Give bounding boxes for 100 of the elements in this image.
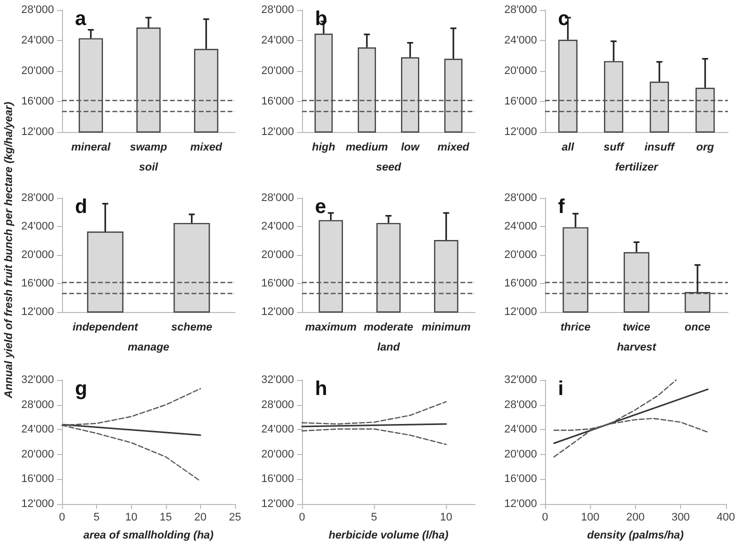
y-tick-label: 24'000	[261, 220, 294, 232]
x-tick-label: mineral	[71, 142, 112, 154]
y-tick-label: 16'000	[504, 278, 537, 290]
x-tick-label: org	[696, 142, 714, 154]
y-tick-label: 28'000	[261, 4, 294, 16]
x-tick-label: all	[562, 142, 575, 154]
line-series	[301, 428, 447, 446]
y-axis-title: Annual yield of fresh fruit bunch per hectare (kg/ha/year)	[3, 102, 15, 398]
chart-title: b	[315, 8, 328, 30]
y-tick-label: 20'000	[504, 249, 537, 261]
y-tick-label: 20'000	[261, 249, 294, 261]
y-tick-label: 12'000	[261, 306, 294, 318]
x-axis-title: herbicide volume (l/ha)	[328, 530, 449, 542]
y-tick-label: 24'000	[21, 220, 54, 232]
x-tick-label: thrice	[560, 322, 590, 334]
x-tick-label: minimum	[422, 322, 471, 334]
y-tick-label: 32'000	[21, 374, 54, 386]
x-tick-label: twice	[622, 322, 650, 334]
line-series	[301, 401, 447, 425]
y-tick-label: 12'000	[261, 498, 294, 510]
y-tick-label: 16'000	[21, 473, 54, 486]
x-tick-label: moderate	[364, 322, 414, 334]
x-tick-label: low	[400, 142, 421, 154]
x-tick-label: 10	[125, 512, 138, 524]
x-axis-title: harvest	[616, 342, 658, 354]
y-tick-label: 20'000	[261, 65, 294, 77]
y-tick-label: 12'000	[504, 126, 537, 138]
chart-title: d	[75, 196, 88, 218]
y-tick-label: 12'000	[21, 306, 54, 318]
x-axis-title: density (palms/ha)	[587, 530, 684, 542]
x-tick-label: suff	[604, 142, 625, 154]
chart-title: e	[315, 196, 326, 218]
y-tick-label: 24'000	[504, 424, 537, 436]
y-tick-label: 20'000	[261, 448, 294, 460]
x-axis-title: area of smallholding (ha)	[83, 530, 214, 542]
y-tick-label: 24'000	[21, 34, 54, 46]
y-tick-label: 28'000	[21, 4, 54, 16]
x-tick-label: high	[312, 142, 336, 154]
x-tick-label: 5	[94, 512, 100, 524]
x-tick-label: 10	[440, 512, 452, 524]
y-tick-label: 24'000	[21, 424, 54, 436]
y-tick-label: 16'000	[504, 96, 537, 108]
y-tick-label: 20'000	[21, 448, 54, 460]
x-axis-title: land	[377, 342, 400, 354]
chart-title: h	[315, 378, 328, 400]
x-axis-title: manage	[128, 342, 170, 354]
y-tick-label: 20'000	[504, 448, 537, 460]
x-tick-label: 25	[228, 512, 242, 524]
y-tick-label: 12'000	[504, 498, 537, 510]
y-tick-label: 28'000	[504, 192, 537, 204]
x-tick-label: 200	[626, 512, 645, 524]
x-axis-title: fertilizer	[615, 162, 659, 174]
x-tick-label: independent	[72, 322, 140, 334]
y-tick-label: 16'000	[21, 96, 54, 108]
x-tick-label: mixed	[190, 142, 222, 154]
y-tick-label: 20'000	[21, 65, 54, 77]
chart-title: a	[75, 8, 87, 30]
x-tick-label: 5	[371, 512, 378, 524]
y-tick-label: 20'000	[21, 249, 54, 261]
y-tick-label: 16'000	[261, 278, 294, 290]
y-tick-label: 12'000	[504, 306, 537, 318]
y-tick-label: 24'000	[504, 220, 537, 232]
x-tick-label: 100	[581, 512, 600, 524]
chart-title: c	[558, 8, 570, 30]
x-axis-title: seed	[376, 162, 402, 174]
x-tick-label: medium	[346, 142, 388, 154]
y-tick-label: 24'000	[261, 34, 294, 46]
y-tick-label: 16'000	[504, 473, 537, 486]
y-tick-label: 20'000	[504, 65, 537, 77]
y-tick-label: 12'000	[261, 126, 294, 138]
y-tick-label: 32'000	[261, 374, 294, 386]
y-tick-label: 24'000	[261, 424, 294, 436]
y-tick-label: 28'000	[21, 398, 54, 411]
y-tick-label: 16'000	[21, 278, 54, 290]
x-tick-label: mixed	[437, 142, 470, 154]
y-tick-label: 16'000	[261, 473, 294, 486]
x-tick-label: once	[684, 322, 710, 334]
y-tick-label: 12'000	[21, 126, 54, 138]
y-tick-label: 12'000	[21, 498, 54, 510]
y-tick-label: 24'000	[504, 34, 537, 46]
y-tick-label: 28'000	[261, 192, 294, 204]
x-tick-label: maximum	[305, 322, 357, 334]
y-tick-label: 16'000	[261, 96, 294, 108]
y-tick-label: 28'000	[504, 4, 537, 16]
y-tick-label: 28'000	[504, 398, 537, 411]
x-tick-label: 0	[58, 512, 66, 524]
x-tick-label: swamp	[130, 142, 168, 154]
x-tick-label: 0	[542, 512, 548, 524]
chart-title: g	[75, 378, 88, 400]
y-tick-label: 28'000	[21, 192, 54, 204]
y-tick-label: 32'000	[504, 374, 537, 386]
x-tick-label: 20	[194, 512, 207, 524]
x-tick-label: 300	[671, 512, 690, 524]
x-tick-label: insuff	[644, 142, 676, 154]
x-tick-label: 15	[160, 512, 172, 524]
x-tick-label: 0	[298, 512, 306, 524]
chart-title: f	[558, 196, 565, 218]
chart-title: i	[558, 378, 564, 400]
x-tick-label: 400	[716, 512, 736, 524]
x-axis-title: soil	[139, 162, 159, 174]
